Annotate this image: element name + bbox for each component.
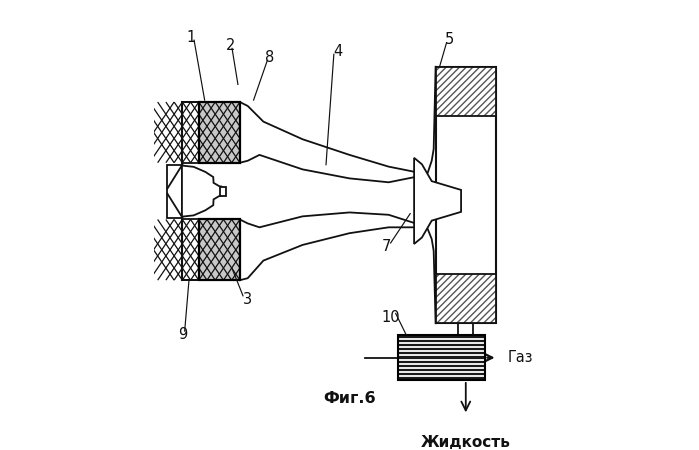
Text: 1: 1: [187, 30, 196, 45]
Text: 9: 9: [178, 328, 188, 342]
Text: 5: 5: [445, 32, 454, 47]
Bar: [219, 186, 226, 196]
Bar: [199, 102, 240, 163]
Bar: [428, 175, 435, 227]
Polygon shape: [240, 212, 428, 280]
Bar: [199, 220, 240, 280]
Bar: [199, 220, 240, 280]
Bar: [199, 102, 240, 163]
Bar: [398, 335, 484, 380]
Polygon shape: [240, 102, 428, 182]
Text: Жидкость: Жидкость: [421, 435, 511, 450]
Text: 8: 8: [265, 50, 274, 64]
Bar: [435, 67, 496, 116]
Text: 4: 4: [333, 44, 343, 58]
Bar: [199, 220, 240, 280]
Text: 7: 7: [382, 239, 391, 254]
Bar: [435, 274, 496, 323]
Polygon shape: [414, 158, 461, 244]
Text: 3: 3: [243, 292, 252, 307]
Text: Газ: Газ: [508, 350, 533, 365]
Text: 2: 2: [225, 38, 235, 53]
Bar: [398, 335, 484, 380]
Bar: [199, 102, 240, 163]
Bar: [435, 67, 496, 116]
Polygon shape: [428, 67, 435, 323]
Bar: [435, 67, 496, 323]
Bar: [168, 165, 182, 217]
Polygon shape: [182, 166, 222, 216]
Bar: [435, 274, 496, 323]
Text: 10: 10: [381, 310, 400, 325]
Text: Фиг.6: Фиг.6: [323, 392, 376, 406]
